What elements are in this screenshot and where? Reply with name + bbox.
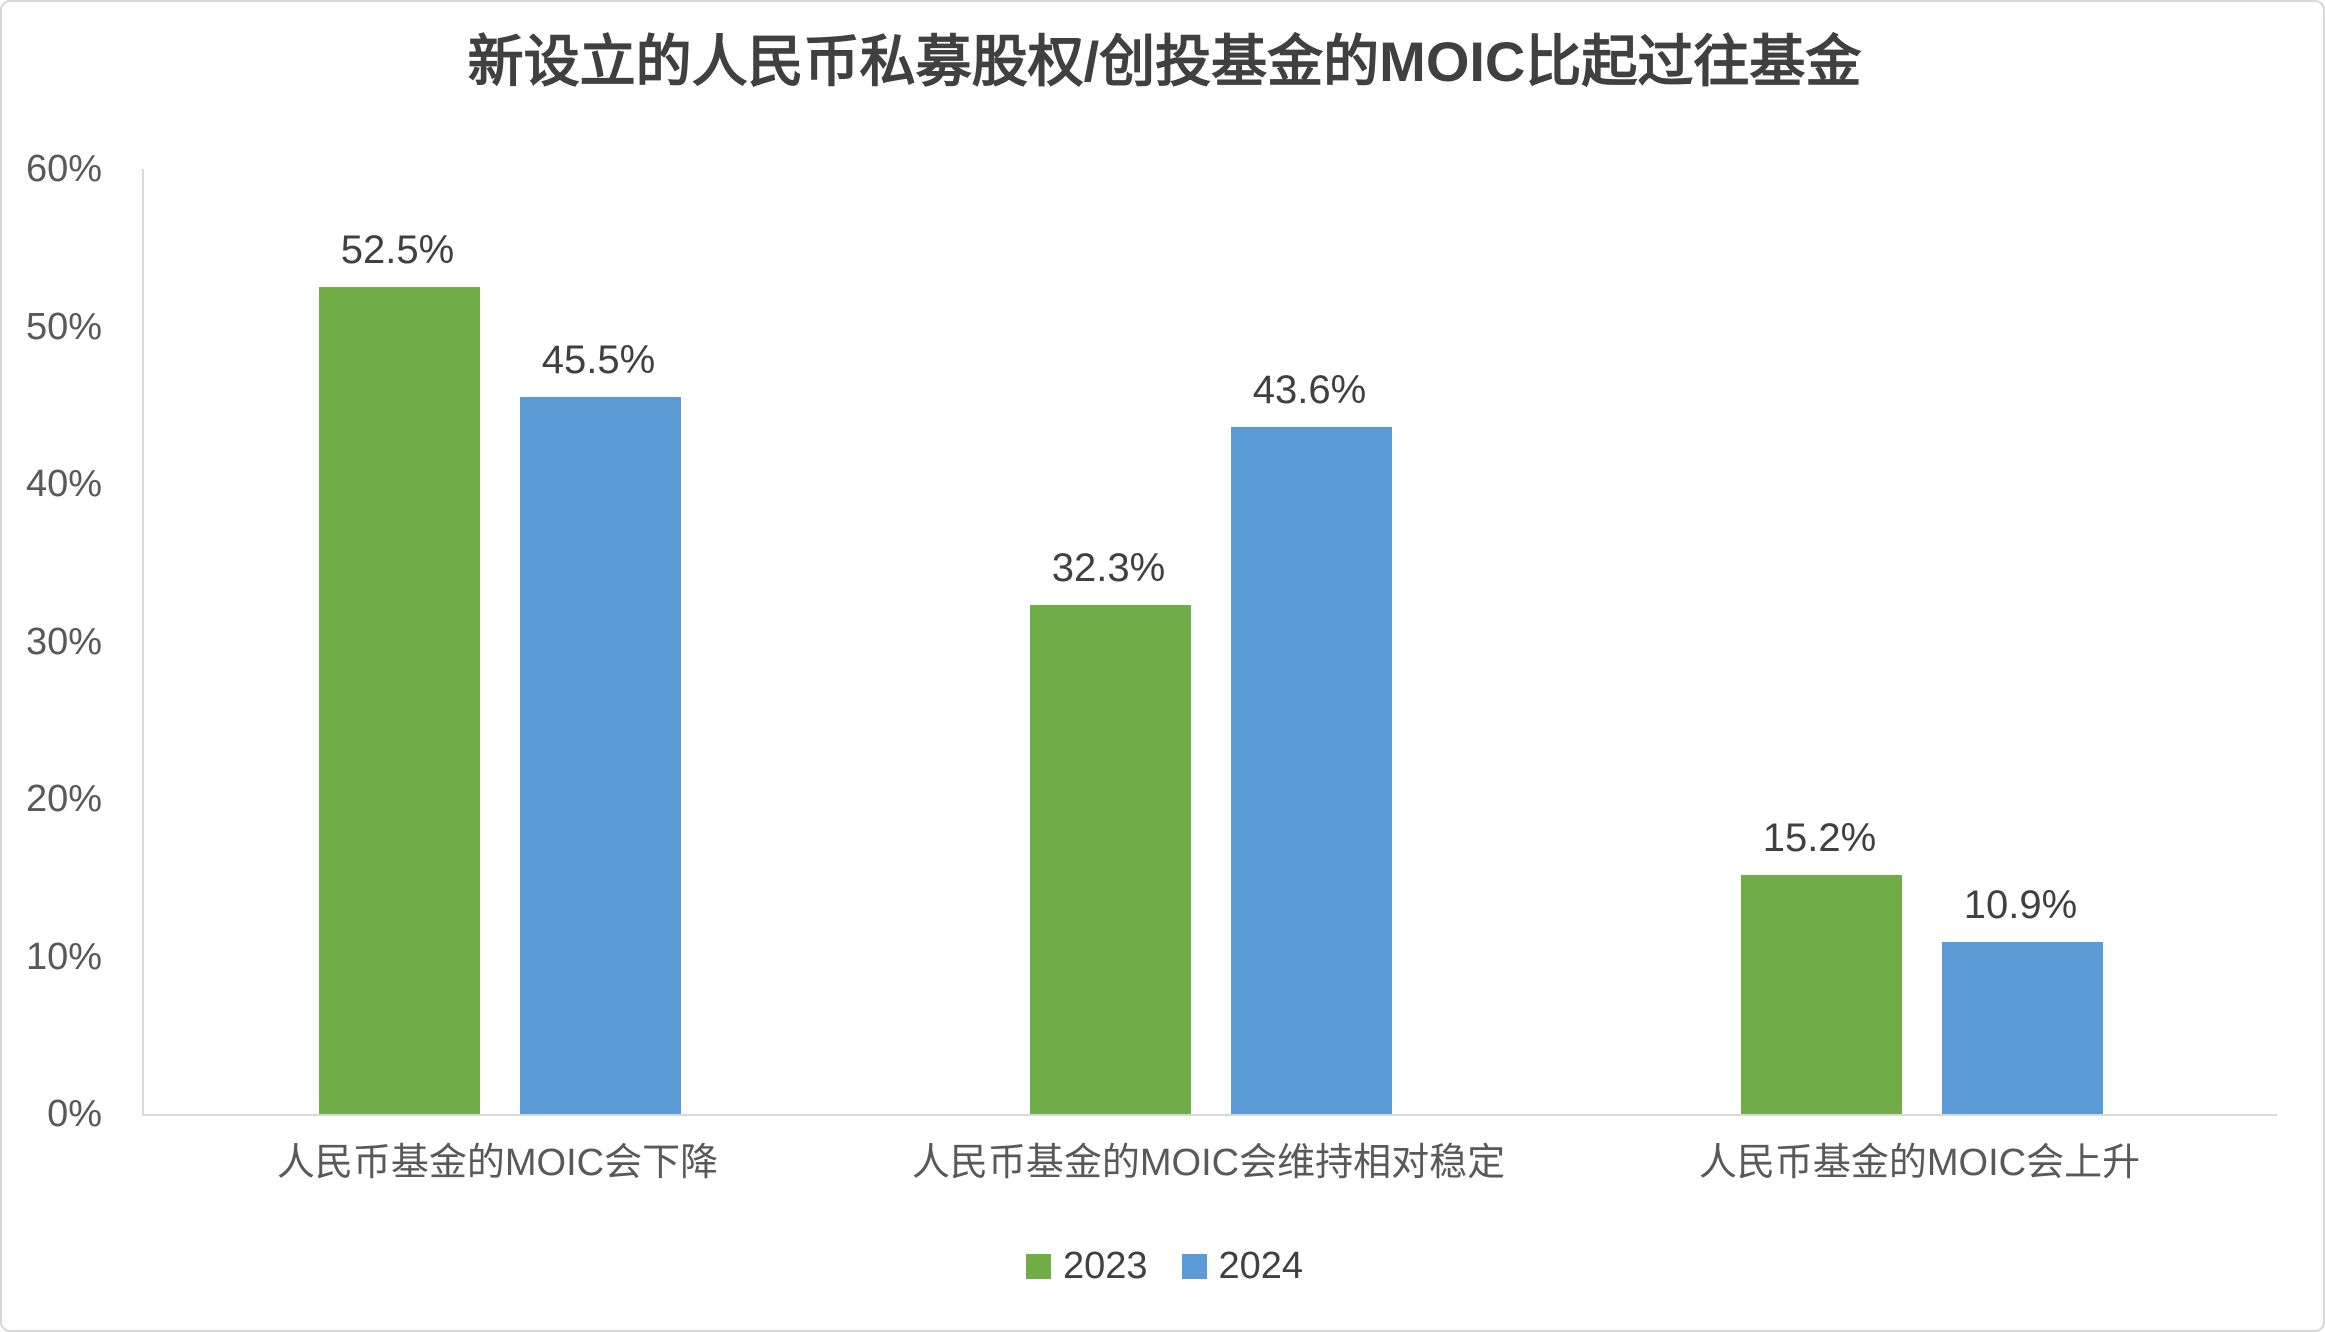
bar-value-label: 45.5% <box>541 338 656 382</box>
legend-swatch-icon <box>1025 1253 1051 1279</box>
bar-value-label: 52.5% <box>340 228 455 272</box>
category-label: 人民币基金的MOIC会上升 <box>1698 1142 2141 1184</box>
bar-2024 <box>1942 942 2103 1114</box>
bar-2023 <box>319 287 480 1114</box>
y-axis-tick-label: 0% <box>47 1093 102 1135</box>
chart-title: 新设立的人民币私募股权/创投基金的MOIC比起过往基金 <box>467 30 1862 93</box>
category-label: 人民币基金的MOIC会维持相对稳定 <box>911 1142 1506 1184</box>
bar-value-label: 15.2% <box>1762 816 1877 860</box>
y-axis-tick-label: 40% <box>25 463 102 505</box>
bar-2024 <box>1231 427 1392 1114</box>
legend-item-2024: 2024 <box>1181 1244 1304 1288</box>
plot-area <box>142 169 2277 1116</box>
y-axis-tick-label: 10% <box>25 935 102 978</box>
bar-value-label: 32.3% <box>1051 546 1166 590</box>
y-axis-tick-label: 30% <box>25 620 102 663</box>
legend-swatch-icon <box>1181 1253 1207 1279</box>
bar-value-label: 10.9% <box>1963 883 2078 927</box>
bar-value-label: 43.6% <box>1252 368 1367 412</box>
category-label: 人民币基金的MOIC会下降 <box>276 1142 719 1184</box>
y-axis-tick-label: 20% <box>25 778 102 820</box>
bar-2023 <box>1030 605 1191 1114</box>
y-axis-tick-label: 60% <box>25 148 102 190</box>
bar-2024 <box>520 397 681 1114</box>
legend-label: 2023 <box>1062 1245 1148 1287</box>
bar-2023 <box>1741 875 1902 1114</box>
legend-item-2023: 2023 <box>1025 1244 1148 1288</box>
y-axis-tick-label: 50% <box>25 305 102 348</box>
legend-label: 2024 <box>1218 1245 1304 1287</box>
legend: 2023 2024 <box>2 1244 2323 1288</box>
